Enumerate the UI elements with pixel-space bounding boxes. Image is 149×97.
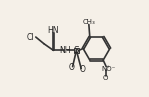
Text: O: O	[80, 65, 86, 74]
Text: O: O	[68, 63, 74, 72]
Text: N⁺: N⁺	[101, 66, 110, 72]
Text: CH₃: CH₃	[82, 19, 95, 25]
Text: O: O	[103, 75, 108, 81]
Text: Cl: Cl	[26, 32, 34, 42]
Text: S: S	[74, 46, 79, 55]
FancyBboxPatch shape	[74, 48, 79, 53]
Text: HN: HN	[48, 26, 59, 35]
Text: NH: NH	[59, 46, 71, 55]
Text: ·O⁻: ·O⁻	[105, 66, 116, 72]
